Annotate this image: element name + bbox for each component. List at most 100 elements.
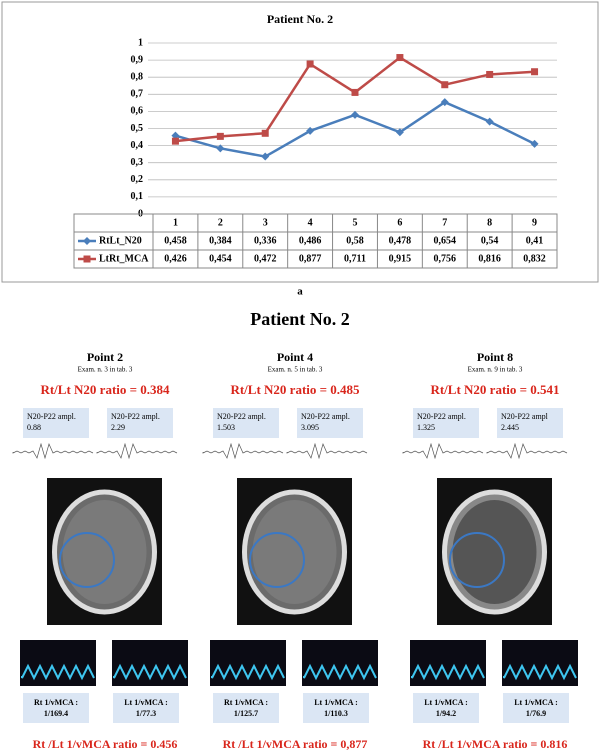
vmca-label: Lt 1/vMCA : <box>514 698 558 707</box>
marker <box>261 129 269 137</box>
y-tick-label: 0,6 <box>131 106 144 117</box>
waveform <box>96 442 178 460</box>
ampl-label: N20-P22 ampl. <box>417 412 466 421</box>
ampl-value: 0.88 <box>27 423 41 432</box>
marker <box>261 152 270 161</box>
marker <box>306 126 315 135</box>
x-tick-label: 1 <box>173 217 178 228</box>
n20-ratio: Rt/Lt N20 ratio = 0.384 <box>40 382 170 397</box>
y-tick-label: 0,3 <box>131 157 144 168</box>
roi-circle <box>59 532 115 588</box>
chart-title: Patient No. 2 <box>267 12 333 26</box>
vmca-value: 1/169.4 <box>44 709 68 718</box>
vmca-value: 1/77.3 <box>136 709 156 718</box>
doppler-wave <box>303 663 377 681</box>
ampl-label: N20-P22 ampl <box>501 412 549 421</box>
legend-label: RtLt_N20 <box>99 235 142 246</box>
x-tick-label: 8 <box>487 217 492 228</box>
vmca-box <box>23 693 89 723</box>
panel-point: Point 8 <box>477 350 513 364</box>
brain <box>62 500 147 604</box>
legend-marker <box>83 255 91 263</box>
doppler-wave <box>211 663 285 681</box>
marker <box>485 117 494 126</box>
vmca-label: Lt 1/vMCA : <box>124 698 168 707</box>
vmca-box <box>503 693 569 723</box>
brain <box>452 500 537 604</box>
table-value: 0,58 <box>346 235 364 246</box>
waveform <box>202 442 284 460</box>
marker <box>216 132 224 140</box>
vmca-value: 1/110.3 <box>324 709 348 718</box>
ampl-label: N20-P22 ampl. <box>217 412 266 421</box>
ampl-label: N20-P22 ampl. <box>301 412 350 421</box>
x-tick-label: 3 <box>263 217 268 228</box>
table-value: 0,654 <box>434 235 457 246</box>
ampl-label: N20-P22 ampl. <box>27 412 76 421</box>
vmca-value: 1/94.2 <box>436 709 456 718</box>
ampl-value: 1.325 <box>417 423 435 432</box>
legend-label: LtRt_MCA <box>99 253 149 264</box>
vmca-label: Rt 1/vMCA : <box>224 698 268 707</box>
x-tick-label: 2 <box>218 217 223 228</box>
vmca-label: Rt 1/vMCA : <box>34 698 78 707</box>
y-tick-label: 1 <box>138 37 143 48</box>
doppler-wave <box>503 663 577 681</box>
y-tick-label: 0,9 <box>131 54 144 65</box>
table-value: 0,472 <box>254 253 277 264</box>
table-value: 0,478 <box>389 235 412 246</box>
table-value: 0,756 <box>434 253 457 264</box>
brain <box>252 500 337 604</box>
marker <box>351 110 359 119</box>
marker <box>530 139 539 148</box>
marker <box>171 137 179 145</box>
waveform <box>12 442 94 460</box>
marker <box>306 60 314 68</box>
ampl-box <box>107 408 173 438</box>
ampl-label: N20-P22 ampl. <box>111 412 160 421</box>
table-value: 0,336 <box>254 235 277 246</box>
table-value: 0,458 <box>164 235 187 246</box>
marker <box>441 81 449 89</box>
table-value: 0,384 <box>209 235 232 246</box>
waveform <box>402 442 484 460</box>
vmca-box <box>413 693 479 723</box>
x-tick-label: 6 <box>397 217 402 228</box>
n20-ratio: Rt/Lt N20 ratio = 0.485 <box>230 382 360 397</box>
vmca-value: 1/125.7 <box>234 709 258 718</box>
marker <box>440 98 449 107</box>
table-value: 0,454 <box>209 253 232 264</box>
x-tick-label: 9 <box>532 217 537 228</box>
ampl-value: 3.095 <box>301 423 319 432</box>
ampl-value: 1.503 <box>217 423 235 432</box>
caption: a <box>297 286 303 298</box>
vmca-box <box>113 693 179 723</box>
ampl-box <box>23 408 89 438</box>
table-value: 0,816 <box>478 253 501 264</box>
vmca-ratio: Rt /Lt 1/vMCA ratio = 0,877 <box>223 737 368 751</box>
ampl-box <box>497 408 563 438</box>
marker <box>395 128 404 137</box>
table-value: 0,711 <box>344 253 366 264</box>
vmca-box <box>213 693 279 723</box>
marker <box>486 70 494 78</box>
vmca-ratio: Rt /Lt 1/vMCA ratio = 0.816 <box>423 737 568 751</box>
table-value: 0,426 <box>164 253 187 264</box>
vmca-ratio: Rt /Lt 1/vMCA ratio = 0.456 <box>33 737 178 751</box>
panel-exam: Exam. n. 3 in tab. 3 <box>78 366 133 374</box>
roi-circle <box>249 532 305 588</box>
marker <box>216 144 225 153</box>
waveform <box>286 442 368 460</box>
y-tick-label: 0,2 <box>131 174 144 185</box>
y-tick-label: 0,4 <box>131 140 144 151</box>
vmca-box <box>303 693 369 723</box>
ampl-value: 2.29 <box>111 423 125 432</box>
y-tick-label: 0,7 <box>131 89 144 100</box>
legend-marker <box>83 237 91 245</box>
marker <box>396 54 404 62</box>
doppler-wave <box>113 663 187 681</box>
x-tick-label: 5 <box>353 217 358 228</box>
doppler-wave <box>21 663 95 681</box>
y-tick-label: 0,5 <box>131 123 144 134</box>
table-value: 0,41 <box>526 235 544 246</box>
